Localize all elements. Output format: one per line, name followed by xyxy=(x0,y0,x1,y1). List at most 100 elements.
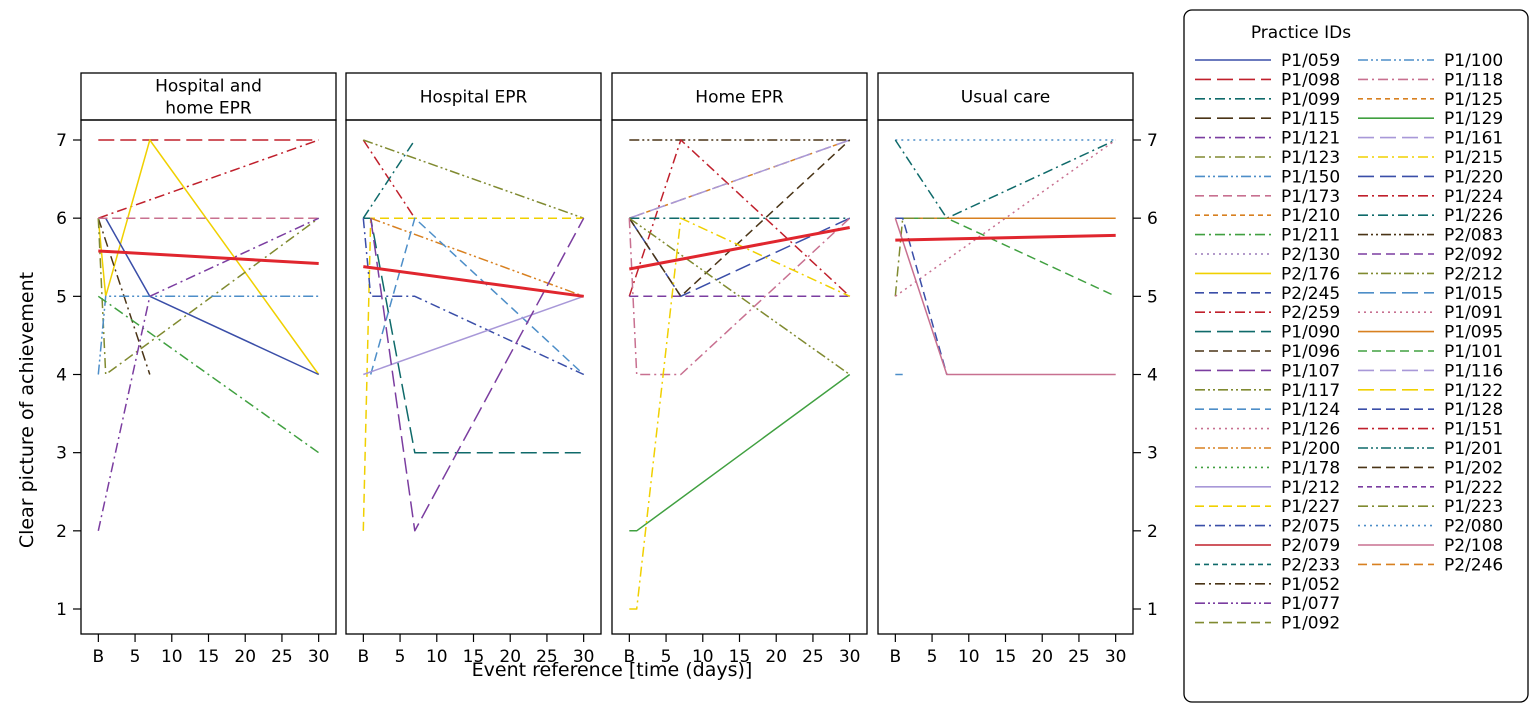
series-line xyxy=(369,217,585,376)
legend: Practice IDs P1/059P1/098P1/099P1/115P1/… xyxy=(1183,9,1529,703)
series-line xyxy=(97,217,320,531)
legend-entry: P1/098 xyxy=(1195,70,1340,90)
legend-label: P1/202 xyxy=(1444,458,1503,478)
legend-entry: P1/128 xyxy=(1358,400,1503,420)
legend-entry: P2/075 xyxy=(1195,517,1340,537)
y-tick-label: 3 xyxy=(1147,444,1158,464)
legend-label: P2/080 xyxy=(1444,517,1503,537)
legend-label: P2/130 xyxy=(1281,245,1340,265)
legend-label: P1/125 xyxy=(1444,90,1503,110)
legend-entry: P1/151 xyxy=(1358,420,1503,440)
x-tick-label: 5 xyxy=(130,647,141,667)
panel-title: Home EPR xyxy=(695,88,784,108)
legend-label: P1/126 xyxy=(1281,420,1340,440)
series-line xyxy=(362,218,585,376)
legend-entry: P1/095 xyxy=(1358,323,1503,343)
legend-entry: P2/130 xyxy=(1195,245,1340,265)
legend-label: P1/226 xyxy=(1444,206,1503,226)
legend-entry: P1/150 xyxy=(1195,167,1340,187)
legend-label: P2/079 xyxy=(1281,536,1340,556)
series-line xyxy=(97,295,319,375)
legend-label: P1/223 xyxy=(1444,497,1503,517)
legend-entry: P1/059 xyxy=(1195,51,1340,71)
series-line xyxy=(362,217,584,531)
legend-entry: P1/124 xyxy=(1195,400,1340,420)
legend-entry: P1/091 xyxy=(1358,303,1503,323)
legend-label: P1/052 xyxy=(1281,575,1340,595)
series-line xyxy=(369,217,585,532)
legend-entry: P2/233 xyxy=(1195,555,1340,575)
legend-label: P1/224 xyxy=(1444,187,1503,207)
series-line xyxy=(363,139,584,219)
series-line xyxy=(628,139,851,298)
y-tick-label: 7 xyxy=(1147,131,1158,151)
legend-entry: P2/108 xyxy=(1358,536,1503,556)
legend-label: P1/098 xyxy=(1281,70,1340,90)
legend-entry: P2/245 xyxy=(1195,284,1340,304)
panel-2: Hospital EPR B 5 10 15 20 25 30 xyxy=(345,72,602,667)
series-line xyxy=(629,139,850,219)
legend-label: P1/123 xyxy=(1281,148,1340,168)
series-line xyxy=(97,295,320,454)
legend-entry: P1/126 xyxy=(1195,420,1340,440)
legend-label: P2/092 xyxy=(1444,245,1503,265)
legend-entry: P2/092 xyxy=(1358,245,1503,265)
legend-label: P2/108 xyxy=(1444,536,1503,556)
legend-label: P2/259 xyxy=(1281,303,1340,323)
legend-label: P2/245 xyxy=(1281,284,1340,304)
series-line xyxy=(628,217,851,298)
x-tick-label: 20 xyxy=(499,647,521,667)
x-tick-label: 30 xyxy=(839,647,861,667)
legend-label: P1/210 xyxy=(1281,206,1340,226)
legend-entry: P1/161 xyxy=(1358,129,1503,149)
legend-entry: P2/176 xyxy=(1195,264,1340,284)
y-tick-label: 3 xyxy=(56,444,67,464)
mean-series-line xyxy=(895,233,1116,242)
series-line xyxy=(629,373,851,532)
legend-label: P1/096 xyxy=(1281,342,1340,362)
x-tick-label: 20 xyxy=(765,647,787,667)
y-tick-label: 7 xyxy=(56,131,67,151)
legend-entry: P1/220 xyxy=(1358,167,1503,187)
legend-label: P1/100 xyxy=(1444,51,1503,71)
y-tick-label: 1 xyxy=(56,600,67,620)
legend-label: P1/215 xyxy=(1444,148,1503,168)
legend-label: P1/095 xyxy=(1444,323,1503,343)
legend-entry: P1/226 xyxy=(1358,206,1503,226)
legend-label: P1/115 xyxy=(1281,109,1340,129)
series-line xyxy=(629,139,850,219)
legend-entry: P1/052 xyxy=(1195,575,1340,595)
panel-header xyxy=(877,72,1134,121)
legend-label: P2/075 xyxy=(1281,517,1340,537)
legend-entry: P1/099 xyxy=(1195,90,1340,110)
legend-label: P1/129 xyxy=(1444,109,1503,129)
x-tick-label: B xyxy=(890,647,902,667)
legend-label: P1/107 xyxy=(1281,361,1340,381)
panel-frame xyxy=(80,119,337,635)
x-tick-label: 25 xyxy=(802,647,824,667)
y-tick-label: 5 xyxy=(56,287,67,307)
panel-title: Hospital EPR xyxy=(420,88,528,108)
legend-label: P1/117 xyxy=(1281,381,1340,401)
y-tick-label: 4 xyxy=(1147,366,1158,386)
legend-label: P2/083 xyxy=(1444,226,1503,246)
panel-4: Usual care B 5 10 15 20 25 30 1 2 3 4 5 6 7 xyxy=(877,72,1158,667)
legend-label: P1/091 xyxy=(1444,303,1503,323)
legend-entry: P1/224 xyxy=(1358,187,1503,207)
x-tick-label: 30 xyxy=(308,647,330,667)
legend-entry: P2/080 xyxy=(1358,517,1503,537)
legend-entry: P1/210 xyxy=(1195,206,1340,226)
legend-entry: P1/200 xyxy=(1195,439,1340,459)
legend-entry: P1/215 xyxy=(1358,148,1503,168)
legend-entry: P1/223 xyxy=(1358,497,1503,517)
legend-entry: P1/201 xyxy=(1358,439,1503,459)
y-tick-label: 2 xyxy=(1147,522,1158,542)
legend-label: P1/124 xyxy=(1281,400,1340,420)
legend-label: P1/201 xyxy=(1444,439,1503,459)
legend-entry: P1/118 xyxy=(1358,70,1503,90)
x-tick-label: 25 xyxy=(536,647,558,667)
x-tick-label: 15 xyxy=(463,647,485,667)
legend-label: P1/212 xyxy=(1281,478,1340,498)
legend-entry: P2/079 xyxy=(1195,536,1340,556)
